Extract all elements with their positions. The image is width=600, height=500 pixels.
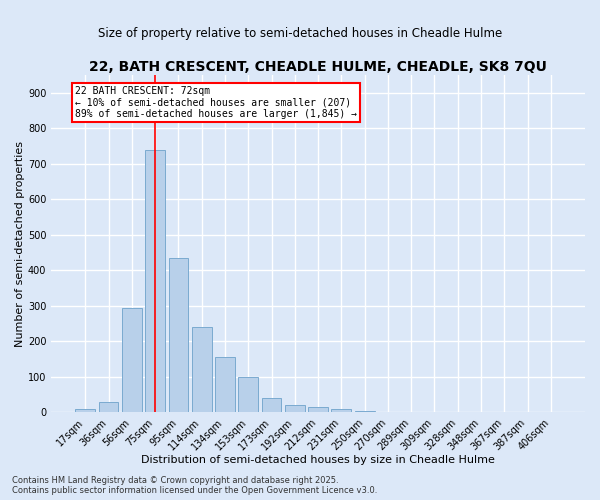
Bar xyxy=(331,409,351,412)
Title: 22, BATH CRESCENT, CHEADLE HULME, CHEADLE, SK8 7QU: 22, BATH CRESCENT, CHEADLE HULME, CHEADL… xyxy=(89,60,547,74)
Bar xyxy=(122,308,142,412)
Bar xyxy=(192,327,212,412)
Bar xyxy=(76,409,95,412)
Bar xyxy=(98,402,118,412)
Bar xyxy=(145,150,165,412)
Text: 22 BATH CRESCENT: 72sqm
← 10% of semi-detached houses are smaller (207)
89% of s: 22 BATH CRESCENT: 72sqm ← 10% of semi-de… xyxy=(75,86,357,119)
Bar xyxy=(355,410,374,412)
Y-axis label: Number of semi-detached properties: Number of semi-detached properties xyxy=(15,141,25,347)
Bar xyxy=(169,258,188,412)
Bar xyxy=(262,398,281,412)
Bar xyxy=(215,358,235,412)
Text: Size of property relative to semi-detached houses in Cheadle Hulme: Size of property relative to semi-detach… xyxy=(98,28,502,40)
Bar xyxy=(308,408,328,412)
Bar xyxy=(238,377,258,412)
X-axis label: Distribution of semi-detached houses by size in Cheadle Hulme: Distribution of semi-detached houses by … xyxy=(141,455,495,465)
Text: Contains HM Land Registry data © Crown copyright and database right 2025.
Contai: Contains HM Land Registry data © Crown c… xyxy=(12,476,377,495)
Bar xyxy=(285,404,305,412)
